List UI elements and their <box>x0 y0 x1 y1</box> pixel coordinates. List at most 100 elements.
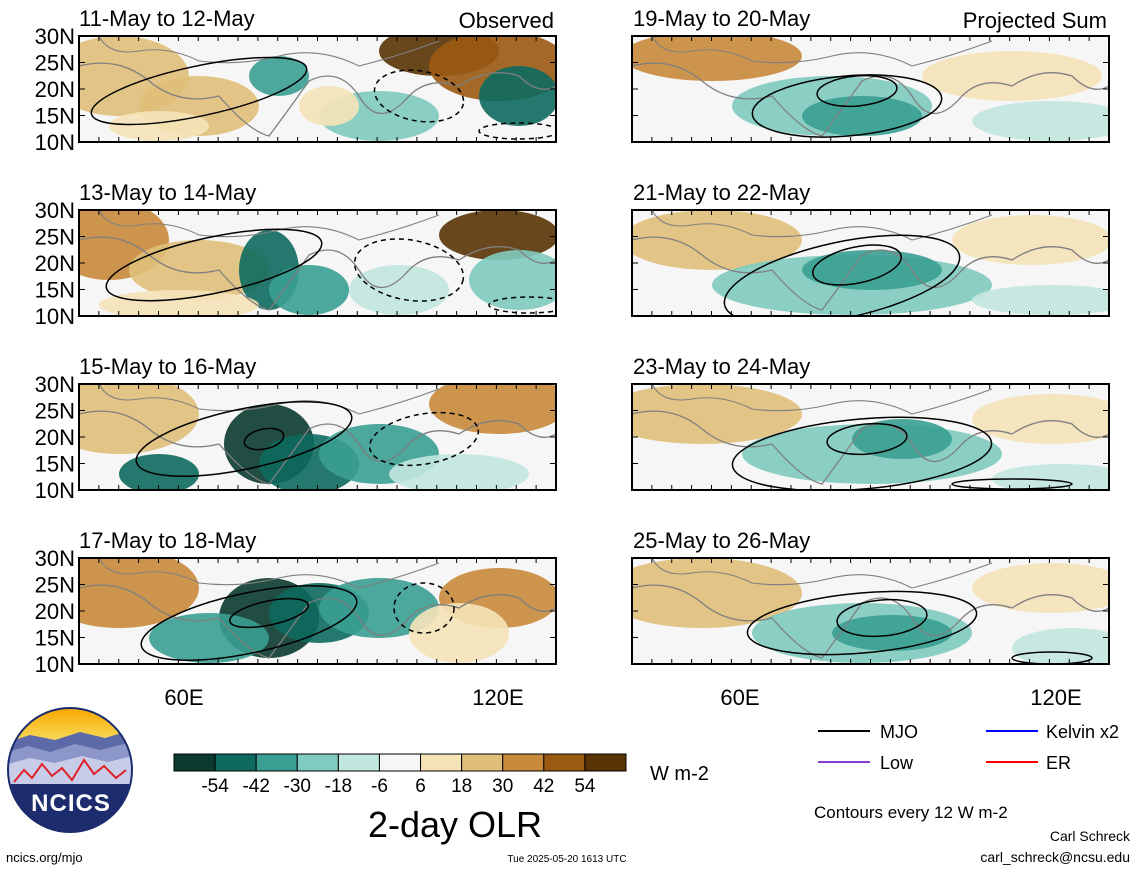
mjo-contour-positive <box>816 74 898 108</box>
panel-date-title: 15-May to 16-May <box>79 354 256 379</box>
olr-anomaly-field <box>99 290 259 316</box>
olr-panel-6: 23-May to 24-May <box>631 354 1110 491</box>
lat-label: 15N <box>35 452 75 477</box>
mjo-contour-positive <box>243 427 285 451</box>
colorbar-swatch <box>461 753 504 772</box>
logo-text: NCICS <box>31 790 111 817</box>
olr-anomaly-field <box>349 265 449 315</box>
border-line <box>651 558 993 589</box>
olr-anomaly-field <box>479 66 556 126</box>
olr-anomaly-field <box>149 613 269 663</box>
lat-label: 20N <box>35 425 75 450</box>
olr-anomaly-field <box>269 265 349 315</box>
mjo-contour-positive <box>836 598 928 638</box>
olr-anomaly-field <box>439 210 556 260</box>
olr-anomaly-field <box>632 558 802 628</box>
olr-anomaly-field <box>632 384 802 444</box>
legend-label-kelvin: Kelvin x2 <box>1046 722 1119 742</box>
olr-anomaly-field <box>469 250 556 310</box>
olr-anomaly-field <box>409 603 509 663</box>
colorbar-swatch <box>173 753 216 772</box>
ncics-logo: NCICS <box>7 707 133 833</box>
olr-anomaly-field <box>972 394 1109 444</box>
mjo-contour-negative <box>353 238 465 302</box>
lat-label: 10N <box>35 130 75 155</box>
panel-corner-label: Observed <box>459 8 554 33</box>
olr-anomaly-field <box>249 56 309 96</box>
panel-corner-label: Projected Sum <box>963 8 1107 33</box>
lat-label: 25N <box>35 399 75 424</box>
panel-date-title: 21-May to 22-May <box>633 180 810 205</box>
mjo-contour-positive <box>746 590 978 656</box>
colorbar-title: 2-day OLR <box>368 804 542 845</box>
mjo-contour-positive <box>826 422 908 456</box>
colorbar-tick-label: -18 <box>325 776 352 797</box>
mjo-contour-positive <box>140 585 358 661</box>
lat-label: 20N <box>35 77 75 102</box>
olr-panel-8: 25-May to 26-May <box>631 528 1110 665</box>
colorbar-swatch <box>420 753 463 772</box>
legend-label-mjo: MJO <box>880 722 918 742</box>
colorbar-tick-label: 54 <box>574 776 596 797</box>
colorbar-swatch <box>337 753 380 772</box>
mjo-contour-positive <box>90 56 308 126</box>
border-line <box>98 210 440 241</box>
colorbar-swatch <box>584 753 627 772</box>
border-line <box>98 384 440 415</box>
lon-label-60e-left: 60E <box>164 685 203 710</box>
lat-label: 10N <box>35 304 75 329</box>
panel-date-title: 13-May to 14-May <box>79 180 256 205</box>
mjo-contour-positive <box>812 244 902 286</box>
mjo-contour-negative <box>488 296 556 314</box>
colorbar-swatch <box>296 753 339 772</box>
olr-anomaly-field <box>632 36 802 81</box>
mjo-contour-positive <box>105 228 323 302</box>
border-line <box>651 36 993 67</box>
mjo-contour-negative <box>393 582 455 634</box>
lat-label: 20N <box>35 251 75 276</box>
lat-label: 25N <box>35 225 75 250</box>
coastline <box>79 584 556 659</box>
colorbar-tick-label: 18 <box>451 776 472 797</box>
border-line <box>98 36 440 67</box>
colorbar-tick-label: -6 <box>371 776 388 797</box>
legend-label-low: Low <box>880 753 914 773</box>
contour-note: Contours every 12 W m-2 <box>814 803 1008 822</box>
lat-label: 30N <box>35 24 75 49</box>
mjo-contour-positive <box>751 74 943 138</box>
colorbar-swatch <box>543 753 586 772</box>
lat-label: 25N <box>35 573 75 598</box>
colorbar-tick-label: 42 <box>533 776 554 797</box>
olr-anomaly-field <box>972 101 1109 141</box>
lat-label: 15N <box>35 104 75 129</box>
coastline <box>79 410 556 485</box>
olr-anomaly-field <box>389 454 529 490</box>
lat-label: 15N <box>35 278 75 303</box>
colorbar-tick-label: -42 <box>242 776 269 797</box>
lon-label-60e-right: 60E <box>720 685 759 710</box>
colorbar-units: W m-2 <box>650 763 709 785</box>
olr-anomaly-field <box>852 419 952 459</box>
footer-author: Carl Schreck <box>1050 828 1131 844</box>
legend-label-er: ER <box>1046 753 1071 773</box>
footer-url: ncics.org/mjo <box>6 850 83 865</box>
olr-anomaly-field <box>992 464 1109 490</box>
coastline <box>632 236 1109 311</box>
panel-date-title: 23-May to 24-May <box>633 354 810 379</box>
mjo-contour-positive <box>731 416 993 490</box>
olr-panel-4: 21-May to 22-May <box>631 180 1110 317</box>
mjo-contour-negative <box>478 122 556 140</box>
colorbar-tick-label: -54 <box>201 776 229 797</box>
mjo-contour-positive <box>135 401 353 477</box>
lat-label: 30N <box>35 546 75 571</box>
olr-anomaly-field <box>109 111 209 141</box>
panel-date-title: 25-May to 26-May <box>633 528 810 553</box>
mjo-contour-negative <box>373 69 465 123</box>
olr-anomaly-field <box>129 240 269 300</box>
coastline <box>632 584 1109 659</box>
lon-label-120e-right: 120E <box>1030 685 1081 710</box>
olr-anomaly-field <box>79 384 199 454</box>
